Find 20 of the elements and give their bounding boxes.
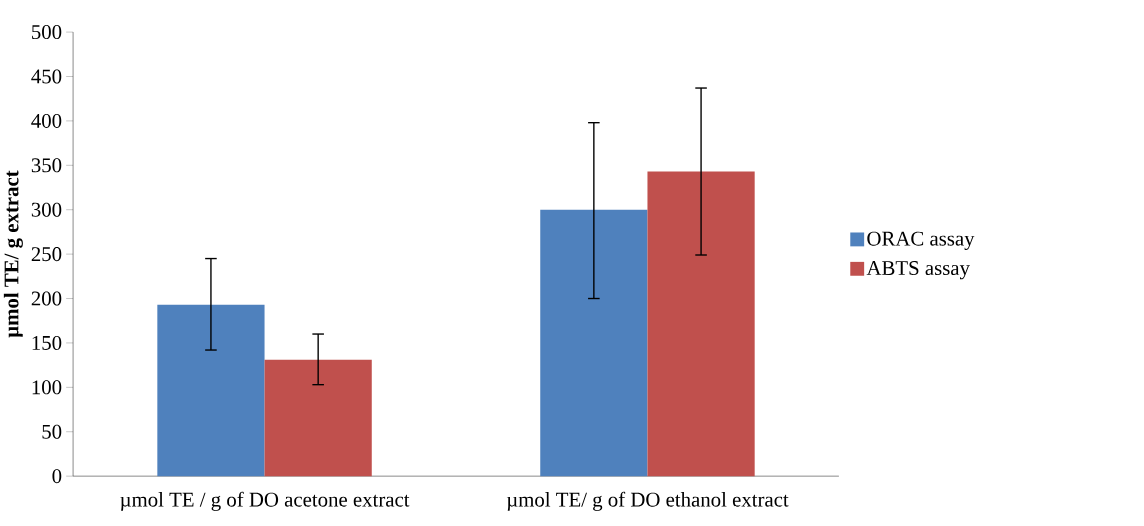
x-tick-label: µmol TE / g of DO acetone extract bbox=[120, 492, 410, 512]
legend-label: ABTS assay bbox=[866, 261, 970, 280]
y-tick-label: 150 bbox=[32, 336, 62, 351]
y-tick-label: 350 bbox=[31, 158, 62, 173]
y-tick-label: 100 bbox=[32, 380, 62, 395]
y-axis-title: µmol TE/ g extract bbox=[3, 170, 23, 338]
bar bbox=[647, 171, 755, 477]
x-tick-label: µmol TE/ g of DO ethanol extract bbox=[506, 492, 789, 512]
bar bbox=[157, 304, 265, 477]
y-tick-label: 250 bbox=[31, 247, 62, 262]
y-tick-label: 450 bbox=[31, 69, 62, 84]
bar bbox=[264, 360, 372, 477]
y-tick-label: 0 bbox=[52, 469, 62, 484]
bar bbox=[540, 209, 648, 477]
y-tick-label: 300 bbox=[31, 202, 62, 217]
y-tick-label: 400 bbox=[31, 114, 62, 129]
y-tick-label: 500 bbox=[32, 25, 62, 40]
y-tick-label: 50 bbox=[42, 424, 62, 439]
legend-label: ORAC assay bbox=[867, 231, 975, 251]
y-tick-label: 200 bbox=[31, 291, 62, 306]
